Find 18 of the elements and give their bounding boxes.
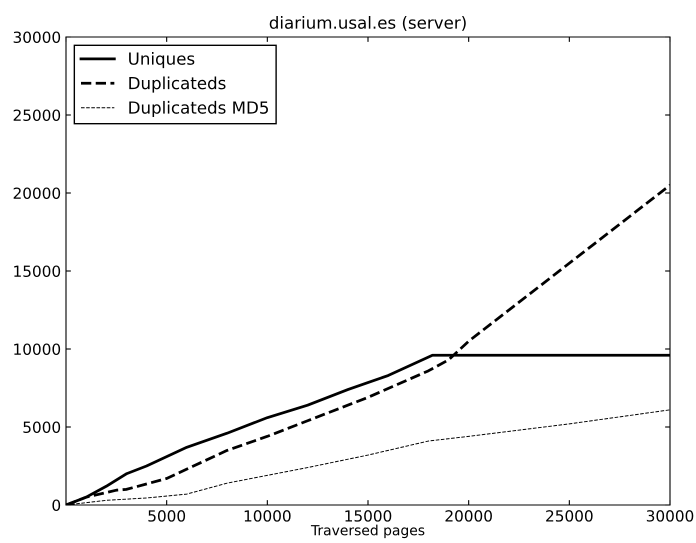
y-tick-label: 15000 — [14, 265, 60, 278]
x-tick-label: 30000 — [646, 510, 694, 522]
legend-label: Duplicateds MD5 — [129, 100, 268, 118]
chart-title: diarium.usal.es (server) — [270, 16, 466, 31]
y-tick-label: 5000 — [23, 421, 60, 434]
x-tick-label: 15000 — [345, 510, 392, 522]
x-tick-label: 25000 — [546, 510, 593, 522]
y-tick-label: 30000 — [14, 31, 60, 44]
x-tick-label: 5000 — [148, 510, 186, 522]
y-tick-label: 20000 — [14, 187, 60, 200]
y-tick-label: 0 — [52, 499, 60, 512]
legend-label: Duplicateds — [129, 76, 226, 93]
y-tick-label: 10000 — [14, 343, 60, 356]
x-tick-label: 20000 — [445, 510, 492, 522]
x-axis-title: Traversed pages — [310, 524, 424, 538]
y-tick-label: 25000 — [14, 109, 60, 122]
x-tick-label: 10000 — [244, 510, 291, 522]
legend-label: Uniques — [129, 52, 194, 68]
